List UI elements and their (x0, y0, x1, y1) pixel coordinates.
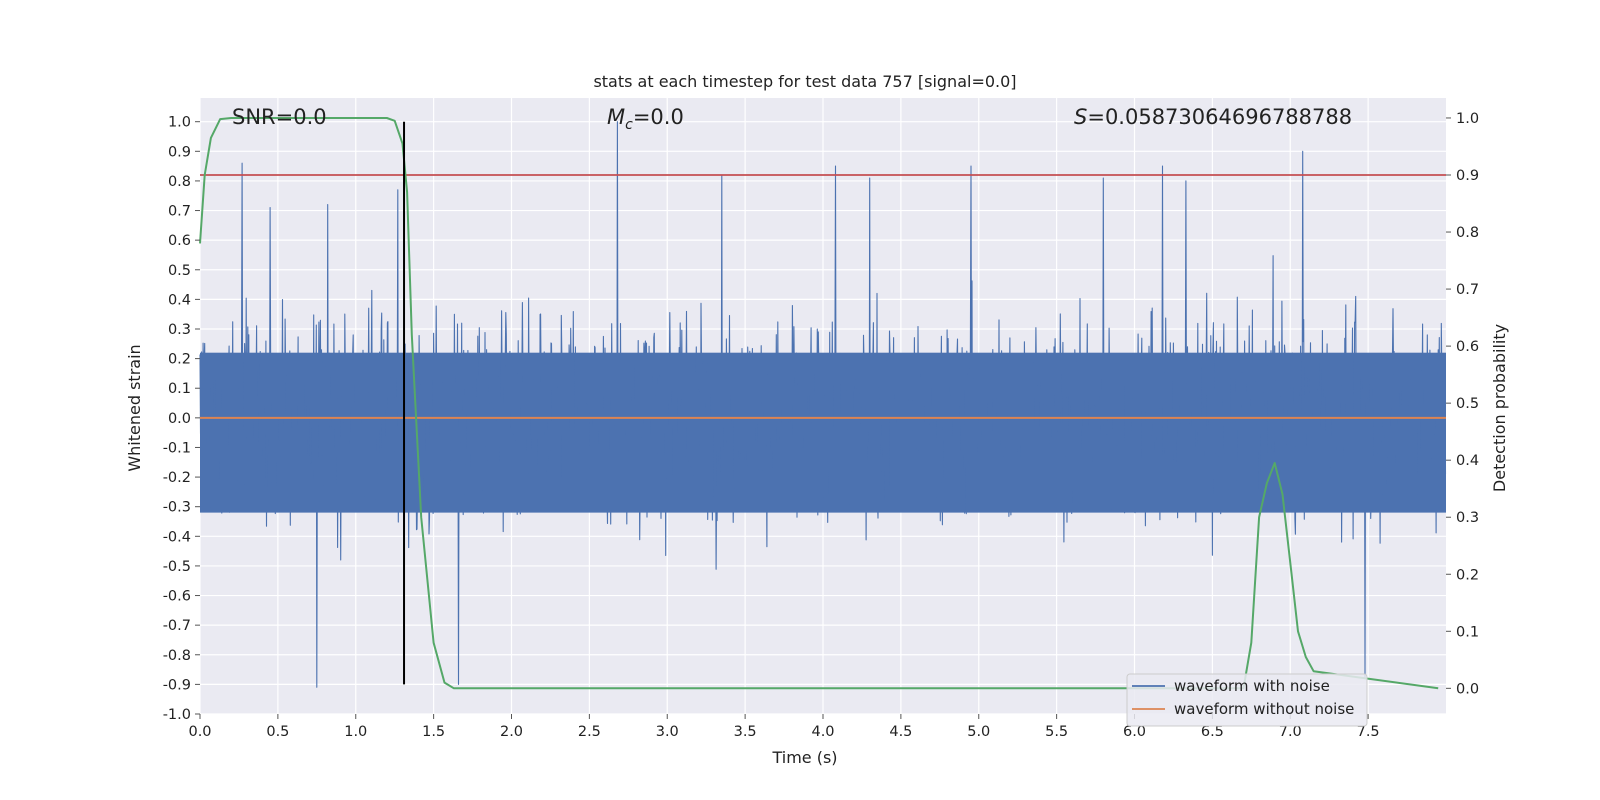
chirp-mass-subscript: c (625, 117, 633, 133)
y-tick-label: -0.5 (163, 559, 191, 575)
reference-lines (200, 174, 1446, 419)
y-tick-label: 0.7 (168, 204, 191, 220)
y-right-tick-label: 0.8 (1456, 225, 1479, 241)
detection-probability-series (199, 117, 1439, 690)
tick-labels: 0.0 0.5 1.0 1.5 2.0 2.5 3.0 3.5 4.0 4.5 5.0 5.5 6.0 6… (163, 111, 1479, 740)
x-tick-label: 2.5 (578, 724, 601, 740)
y-axis-right-label: Detection probability (1490, 324, 1509, 492)
x-tick-label: 6.5 (1201, 724, 1224, 740)
y-tick-label: -0.3 (163, 500, 191, 516)
y-tick-label: 0.5 (168, 263, 191, 279)
y-right-tick-label: 1.0 (1456, 111, 1479, 127)
y-right-tick-label: 0.3 (1456, 510, 1479, 526)
x-tick-label: 2.0 (500, 724, 523, 740)
y-tick-label: -0.9 (163, 677, 191, 693)
legend-label-with-noise: waveform with noise (1174, 677, 1330, 695)
x-tick-label: 7.5 (1357, 724, 1380, 740)
chirp-mass-value: =0.0 (633, 105, 684, 129)
y-tick-label: 0.4 (168, 292, 191, 308)
y-tick-label: -0.7 (163, 618, 191, 634)
legend-label-without-noise: waveform without noise (1174, 700, 1354, 718)
y-tick-label: 0.6 (168, 233, 191, 249)
x-axis-label: Time (s) (771, 748, 837, 767)
y-tick-label: 0.8 (168, 174, 191, 190)
y-right-tick-label: 0.9 (1456, 168, 1479, 184)
legend: waveform with noise waveform without noi… (1126, 673, 1368, 727)
legend-box (1126, 673, 1368, 727)
chirp-mass-annotation: Mc=0.0 (607, 105, 684, 133)
x-tick-label: 1.0 (344, 724, 367, 740)
y-tick-label: -0.4 (163, 529, 191, 545)
x-tick-label: 4.0 (811, 724, 834, 740)
y-tick-label: 1.0 (168, 115, 191, 131)
y-right-tick-label: 0.0 (1456, 681, 1479, 697)
y-tick-label: -1.0 (163, 707, 191, 723)
chirp-mass-symbol: M (607, 105, 625, 129)
y-tick-label: 0.3 (168, 322, 191, 338)
x-tick-label: 0.0 (188, 724, 211, 740)
y-tick-label: -0.1 (163, 440, 191, 456)
y-right-tick-label: 0.4 (1456, 453, 1479, 469)
x-tick-label: 3.0 (656, 724, 679, 740)
y-tick-label: -0.8 (163, 648, 191, 664)
x-tick-label: 1.5 (422, 724, 445, 740)
score-annotation: S=0.05873064696788788 (1074, 105, 1352, 129)
y-right-tick-label: 0.6 (1456, 339, 1479, 355)
score-value: =0.05873064696788788 (1087, 105, 1352, 129)
y-right-tick-label: 0.1 (1456, 624, 1479, 640)
y-right-tick-label: 0.7 (1456, 282, 1479, 298)
y-right-tick-label: 0.5 (1456, 396, 1479, 412)
x-tick-label: 7.0 (1279, 724, 1302, 740)
x-tick-label: 0.5 (266, 724, 289, 740)
x-tick-label: 6.0 (1123, 724, 1146, 740)
y-tick-label: -0.2 (163, 470, 191, 486)
detection-probability-line (199, 117, 1439, 690)
x-tick-label: 3.5 (734, 724, 757, 740)
waveform-with-noise-line (199, 121, 1447, 688)
x-tick-label: 4.5 (889, 724, 912, 740)
y-tick-label: 0.9 (168, 144, 191, 160)
y-right-tick-label: 0.2 (1456, 567, 1479, 583)
y-tick-label: 0.2 (168, 352, 191, 368)
chart-title: stats at each timestep for test data 757… (593, 72, 1016, 91)
x-tick-label: 5.0 (967, 724, 990, 740)
waveform-with-noise-series (199, 121, 1447, 688)
score-symbol: S (1074, 105, 1087, 129)
y-tick-label: 0.0 (168, 411, 191, 427)
x-tick-label: 5.5 (1045, 724, 1068, 740)
y-tick-label: 0.1 (168, 381, 191, 397)
y-axis-label: Whitened strain (125, 344, 144, 471)
snr-annotation: SNR=0.0 (232, 105, 327, 129)
y-tick-label: -0.6 (163, 589, 191, 605)
